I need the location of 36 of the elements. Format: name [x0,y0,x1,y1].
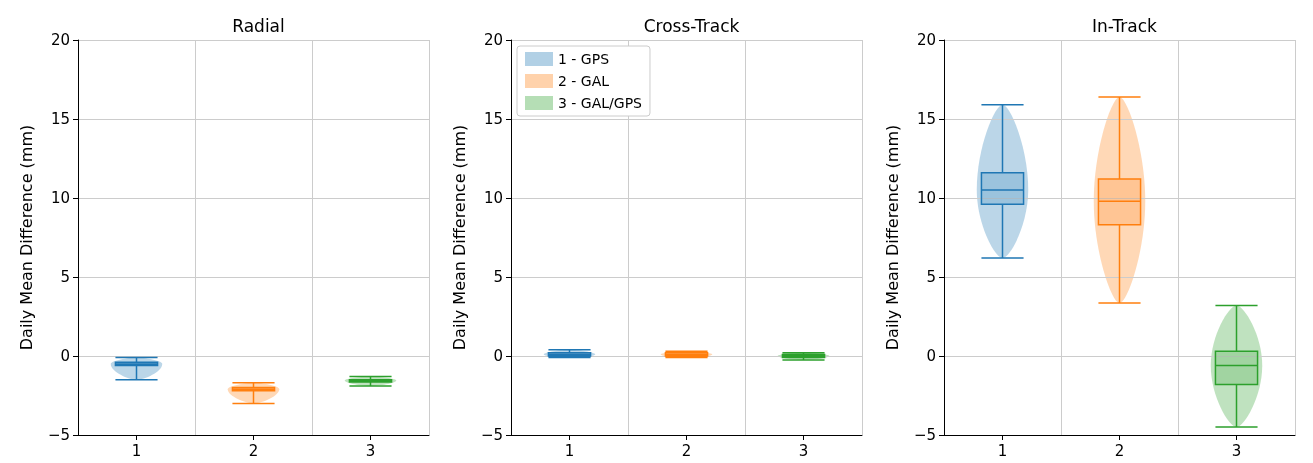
y-tick-label: −5 [913,426,936,444]
x-tick-label: 3 [1231,441,1242,460]
y-tick-label: 10 [50,189,70,207]
y-tick-label: 15 [50,110,70,128]
y-axis-title: Daily Mean Difference (mm) [16,124,36,351]
legend-label: 1 - GPS [558,51,610,67]
y-axis-title: Daily Mean Difference (mm) [882,124,902,351]
y-tick-label: 5 [493,268,503,286]
chart-title: Radial [232,15,285,36]
y-tick-label: 20 [483,31,503,49]
y-tick-label: 20 [916,31,936,49]
x-tick-label: 3 [365,441,376,460]
y-tick-label: 10 [483,189,503,207]
x-tick-label: 1 [131,441,142,460]
y-tick-label: 0 [926,347,936,365]
x-tick-label: 2 [248,441,259,460]
y-tick-label: 15 [916,110,936,128]
y-tick-label: −5 [480,426,503,444]
y-tick-label: 0 [493,347,503,365]
legend-label: 2 - GAL [558,73,610,89]
chart-title: In-Track [1092,15,1158,36]
y-tick-label: 10 [916,189,936,207]
y-tick-label: 15 [483,110,503,128]
y-tick-label: 5 [60,268,70,286]
y-tick-label: 5 [926,268,936,286]
x-tick-label: 3 [798,441,809,460]
y-tick-label: 0 [60,347,70,365]
x-tick-label: 2 [681,441,692,460]
legend-label: 3 - GAL/GPS [558,95,643,111]
y-tick-label: −5 [47,426,70,444]
x-tick-label: 1 [997,441,1008,460]
y-tick-label: 20 [50,31,70,49]
x-tick-label: 1 [564,441,575,460]
y-axis-title: Daily Mean Difference (mm) [449,124,469,351]
x-tick-label: 2 [1114,441,1125,460]
chart-title: Cross-Track [643,15,740,36]
